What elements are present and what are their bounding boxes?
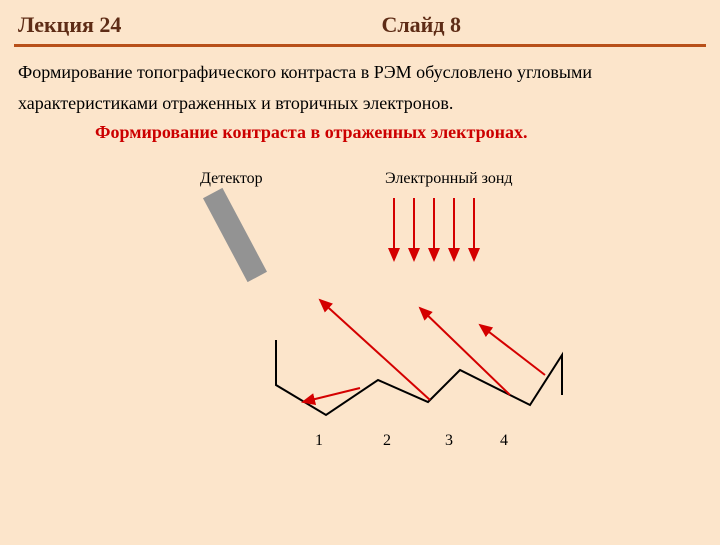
reflected-arrow [420, 308, 510, 395]
facet-number: 2 [383, 432, 391, 449]
subtitle-text: Формирование контраста в отраженных элек… [0, 118, 720, 143]
probe-label: Электронный зонд [385, 170, 513, 188]
diagram-svg: 1 2 3 4 [0, 170, 720, 540]
slide-header: Лекция 24 Слайд 8 [0, 0, 720, 44]
lecture-title: Лекция 24 [18, 12, 121, 38]
reflected-arrow [303, 388, 360, 402]
facet-number: 1 [315, 432, 323, 449]
reflected-arrow [480, 325, 545, 375]
body-paragraph: Формирование топографического контраста … [0, 47, 720, 118]
detector-shape [203, 188, 267, 282]
surface-profile [276, 340, 562, 415]
detector-label: Детектор [200, 170, 263, 188]
diagram-area: Детектор Электронный зонд 1 2 3 4 [0, 170, 720, 540]
facet-number: 4 [500, 432, 508, 449]
facet-number: 3 [445, 432, 453, 449]
slide-number: Слайд 8 [381, 12, 461, 38]
reflected-arrow [320, 300, 430, 400]
